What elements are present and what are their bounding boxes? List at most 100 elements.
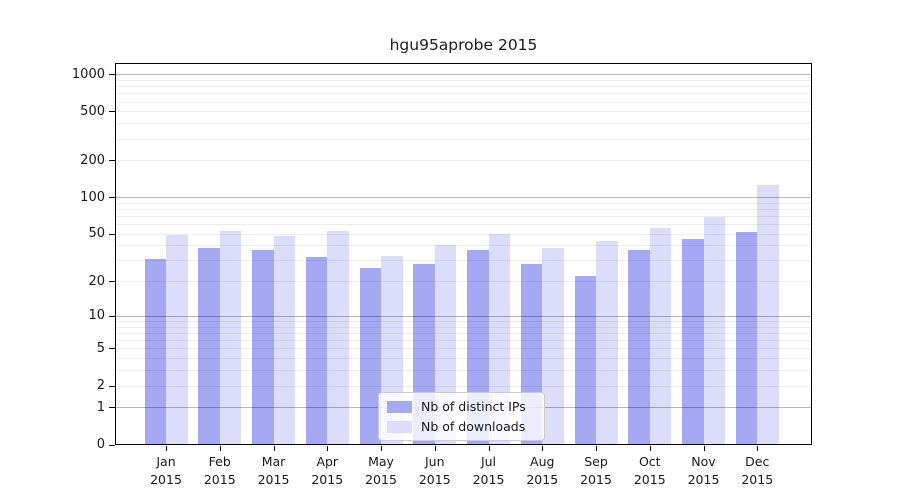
- gridline-minor: [115, 321, 812, 323]
- x-tick-mark: [273, 446, 275, 451]
- y-tick-mark: [109, 160, 115, 162]
- gridline-minor: [115, 86, 812, 88]
- x-tick-mark: [649, 446, 651, 451]
- gridline-minor: [115, 326, 812, 328]
- y-tick-label: 10: [88, 308, 105, 324]
- y-tick-mark: [109, 74, 115, 76]
- bar-nb-of-distinct-ips-apr: [305, 257, 328, 445]
- gridline-minor: [115, 216, 812, 218]
- x-tick-mark: [596, 446, 597, 451]
- gridline-minor: [115, 224, 812, 226]
- gridline-minor: [115, 245, 812, 247]
- x-tick-label: Aug 2015: [526, 454, 559, 487]
- bar-nb-of-distinct-ips-nov: [682, 239, 704, 445]
- gridline-major: [115, 197, 812, 199]
- gridline-minor: [115, 138, 812, 140]
- y-tick-mark: [109, 233, 115, 235]
- gridline-minor: [115, 370, 812, 372]
- bar-nb-of-downloads-feb: [219, 230, 242, 445]
- x-tick-label: Feb 2015: [203, 454, 236, 487]
- x-tick-mark: [381, 446, 382, 451]
- gridline-major: [115, 74, 812, 76]
- bar-nb-of-downloads-dec: [757, 184, 779, 445]
- y-tick-label: 50: [88, 226, 105, 242]
- gridline-minor: [115, 111, 812, 113]
- x-tick-mark: [166, 446, 167, 451]
- gridline-minor: [115, 260, 812, 262]
- x-tick-mark: [542, 446, 544, 451]
- y-tick-label: 5: [96, 340, 105, 356]
- x-tick-label: Jul 2015: [472, 454, 505, 487]
- bar-nb-of-downloads-jan: [166, 234, 188, 445]
- bar-nb-of-downloads-oct: [649, 227, 672, 445]
- x-tick-label: May 2015: [365, 454, 397, 487]
- y-tick-label: 2: [96, 378, 105, 394]
- gridline-minor: [115, 93, 812, 95]
- bar-nb-of-downloads-aug: [542, 248, 564, 445]
- x-tick-label: Oct 2015: [633, 454, 666, 487]
- y-tick-label: 20: [88, 273, 105, 289]
- gridline-minor: [115, 348, 812, 350]
- y-tick-label: 100: [80, 189, 105, 205]
- legend-label-distinct-ips: Nb of distinct IPs: [421, 399, 526, 414]
- y-tick-mark: [109, 197, 115, 199]
- y-tick-label: 500: [80, 103, 105, 119]
- gridline-major: [115, 315, 812, 317]
- gridline-minor: [115, 160, 812, 162]
- x-tick-mark: [703, 446, 705, 451]
- x-tick-label: Mar 2015: [257, 454, 290, 487]
- gridline-minor: [115, 358, 812, 360]
- legend-item-distinct-ips: Nb of distinct IPs: [379, 398, 544, 415]
- gridline-minor: [115, 123, 812, 125]
- plot-area: [115, 63, 812, 445]
- x-tick-mark: [757, 446, 759, 451]
- legend-swatch-distinct-ips: [387, 400, 412, 413]
- gridline-minor: [115, 333, 812, 335]
- gridline-minor: [115, 79, 812, 81]
- bar-nb-of-distinct-ips-may: [359, 267, 381, 445]
- x-tick-label: Nov 2015: [687, 454, 720, 487]
- legend-label-downloads: Nb of downloads: [421, 419, 526, 434]
- y-tick-mark: [109, 348, 115, 350]
- chart-title: hgu95aprobe 2015: [389, 36, 538, 54]
- x-tick-label: Dec 2015: [741, 454, 774, 487]
- x-tick-label: Apr 2015: [311, 454, 344, 487]
- x-tick-mark: [488, 446, 490, 451]
- bar-nb-of-distinct-ips-feb: [198, 248, 220, 445]
- y-tick-label: 1: [96, 399, 105, 415]
- y-tick-label: 200: [80, 152, 105, 168]
- bar-nb-of-downloads-mar: [273, 235, 295, 445]
- legend: Nb of distinct IPs Nb of downloads: [378, 392, 545, 441]
- gridline-minor: [115, 281, 812, 283]
- y-tick-mark: [109, 407, 115, 409]
- x-tick-mark: [219, 446, 221, 451]
- x-tick-mark: [327, 446, 329, 451]
- y-tick-mark: [109, 281, 115, 283]
- legend-item-downloads: Nb of downloads: [379, 418, 544, 435]
- x-tick-mark: [434, 446, 436, 451]
- legend-swatch-downloads: [387, 420, 412, 433]
- y-tick-mark: [109, 444, 115, 446]
- gridline-minor: [115, 202, 812, 204]
- y-tick-label: 1000: [71, 66, 105, 82]
- bar-nb-of-distinct-ips-mar: [252, 249, 274, 445]
- bar-nb-of-distinct-ips-jan: [144, 258, 166, 445]
- gridline-minor: [115, 101, 812, 103]
- y-tick-mark: [109, 111, 115, 113]
- gridline-minor: [115, 208, 812, 210]
- bar-nb-of-downloads-sep: [596, 240, 618, 445]
- gridline-minor: [115, 385, 812, 387]
- y-tick-label: 0: [96, 437, 105, 452]
- bar-nb-of-distinct-ips-dec: [735, 231, 758, 445]
- bar-nb-of-downloads-apr: [327, 230, 349, 445]
- x-tick-label: Jan 2015: [150, 454, 182, 487]
- x-tick-label: Jun 2015: [418, 454, 451, 487]
- bar-nb-of-downloads-nov: [703, 216, 725, 445]
- gridline-minor: [115, 340, 812, 342]
- gridline-minor: [115, 233, 812, 235]
- y-tick-mark: [109, 385, 115, 387]
- bar-nb-of-distinct-ips-sep: [574, 276, 596, 445]
- x-tick-label: Sep 2015: [580, 454, 612, 487]
- y-tick-mark: [109, 315, 115, 317]
